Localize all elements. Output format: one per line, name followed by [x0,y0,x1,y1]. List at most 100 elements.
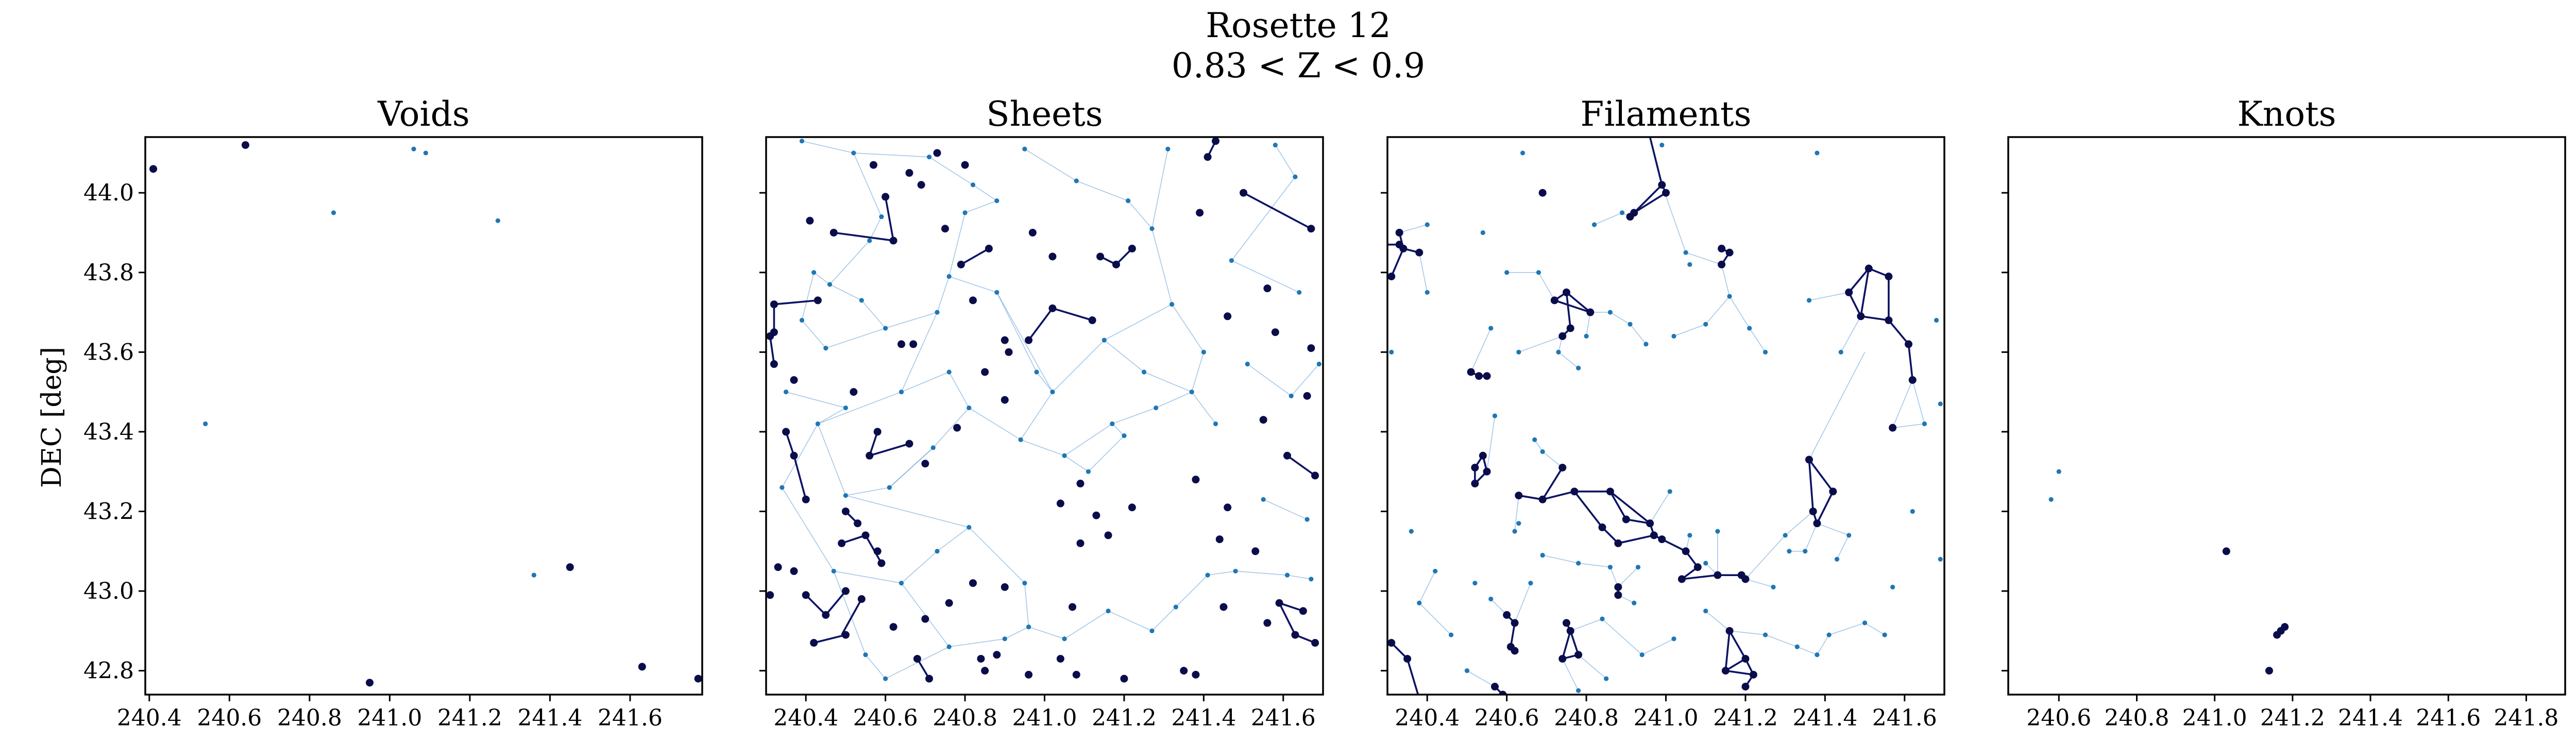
panel-filaments-point-small [1516,521,1521,526]
panel-sheets-point-large [921,615,929,623]
panel-sheets-point-large [766,332,774,340]
panel-sheets-edge-dark [814,634,846,644]
panel-sheets-point-large [861,531,870,539]
panel-filaments-point-large [1721,667,1730,675]
panel-sheets-point-large [790,376,798,384]
panel-sheets-point-small [1101,338,1107,343]
panel-voids-title: Voids [377,94,470,134]
panel-filaments-point-large [1566,627,1574,635]
panel-sheets-point-large [1104,531,1112,539]
panel-sheets-point-large [810,639,818,647]
panel-knots: Knots 240.6 240.8 241.0 241.2 241.4 241.6 241.8 [2002,94,2566,731]
panel-voids-frame [144,136,703,696]
panel-sheets-point-large [1076,539,1084,547]
panel-filaments-point-large [1490,683,1499,691]
panel-sheets-edge-dark [1243,192,1312,230]
panel-knots-x-tick-label: 240.6 [2026,705,2091,731]
panel-sheets-point-large [1259,416,1267,424]
panel-filaments-edge-dark [1808,459,1834,492]
panel-sheets-point-large [802,495,810,503]
panel-filaments-edge-dark [1566,292,1591,313]
panel-sheets-point-small [879,214,884,220]
panel-sheets-point-small [935,549,940,554]
panel-filaments-point-large [1741,683,1750,691]
panel-filaments-point-small [1488,596,1494,602]
panel-filaments-edge-dark [1816,491,1834,524]
panel-filaments-point-small [1803,549,1808,554]
panel-filaments-edge-dark [1860,268,1870,317]
panel-filaments-point-large [1682,547,1690,555]
panel-sheets-edge-light [825,328,886,349]
panel-sheets-edge-light [1020,439,1065,457]
panel-sheets-edge-light [1036,372,1053,393]
panel-filaments-edge-light [1865,622,1885,635]
panel-sheets-edge-light [818,391,902,425]
panel-filaments-edge-light [1602,618,1642,655]
panel-sheets-point-small [851,150,856,156]
panel-knots-frame [2007,136,2566,696]
panel-filaments-point-small [1425,290,1430,295]
panel-sheets-edge-light [1064,455,1089,472]
panel-filaments-point-small [1703,609,1708,614]
panel-sheets-edge-dark [1286,454,1316,477]
panel-filaments-point-large [1574,651,1583,659]
panel-filaments-point-large [1614,591,1622,599]
panel-sheets-edge-light [834,570,902,584]
panel-filaments-edge-light [1514,495,1519,532]
panel-filaments-point-large [1646,519,1654,528]
panel-sheets-edge-light [829,284,862,301]
panel-sheets-point-large [877,559,886,567]
panel-filaments-edge-light [1542,554,1579,564]
panel-sheets-point-small [1245,361,1250,367]
panel-filaments-point-large [1606,487,1614,496]
panel-filaments: Filaments 240.4 240.6 240.8 241.0 241.2 241.4 2… [1381,94,1945,731]
panel-sheets-point-large [961,161,969,169]
panel-filaments-point-large [1538,495,1547,503]
panel-sheets-point-large [766,591,774,599]
panel-sheets-edge-dark [960,247,990,265]
panel-filaments-point-large [1885,273,1893,280]
panel-sheets-point-large [1048,252,1057,261]
panel-filaments-point-small [1910,509,1915,514]
panel-filaments-point-small [1425,222,1430,227]
panel-sheets-point-large [854,519,862,528]
panel-sheets-edge-light [1112,423,1125,436]
panel-sheets-edge-light [889,447,934,488]
panel-sheets-point-small [859,298,864,303]
panel-filaments-point-small [1576,688,1581,693]
panel-sheets-point-small [831,568,836,574]
panel-filaments-point-small [1584,333,1589,339]
panel-sheets-edge-light [1104,340,1145,373]
panel-sheets-point-large [1307,225,1315,233]
panel-sheets-edge-light [969,407,1021,441]
panel-sheets-point-large [774,563,782,571]
panel-voids-point-small [203,421,208,427]
panel-filaments-point-large [1718,244,1726,252]
panel-filaments-point-small [1747,326,1752,331]
panel-voids-y-tick-label: 43.0 [83,578,134,604]
panel-filaments-edge-dark [1541,467,1564,500]
panel-sheets-point-large [838,539,846,547]
panel-sheets-point-small [799,317,805,323]
panel-sheets-point-small [784,390,789,395]
panel-sheets-point-small [946,644,952,649]
panel-sheets-frame [765,136,1324,696]
panel-sheets-edge-light [933,408,970,448]
panel-filaments-point-small [1771,584,1776,589]
panel-sheets-x-tick-label: 241.4 [1171,705,1236,731]
panel-sheets-point-large [913,654,921,663]
panel-sheets-point-small [1297,290,1302,295]
panel-filaments-edge-light [1630,324,1647,345]
panel-filaments-point-large [1467,368,1475,376]
panel-filaments-point-large [1511,647,1519,655]
panel-sheets-point-large [1196,209,1204,217]
panel-sheets-point-small [1026,625,1031,630]
panel-filaments-point-small [1787,549,1792,554]
panel-filaments-edge-dark [1682,574,1718,580]
panel-sheets-point-small [1034,369,1039,375]
panel-filaments-point-large [1387,639,1396,647]
panel-voids-y-tick-label: 44.0 [83,180,134,206]
panel-filaments-edge-light [1534,439,1543,452]
panel-sheets-edge-light [782,487,834,571]
panel-sheets-edge-light [973,184,997,201]
